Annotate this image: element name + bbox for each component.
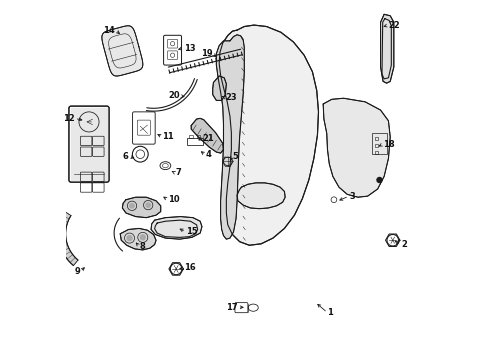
- Text: 12: 12: [63, 114, 74, 123]
- Text: 4: 4: [205, 150, 211, 159]
- Text: 10: 10: [168, 195, 179, 204]
- Text: 6: 6: [122, 152, 128, 161]
- Polygon shape: [191, 118, 223, 153]
- Text: 3: 3: [349, 192, 355, 201]
- Text: 23: 23: [225, 93, 237, 102]
- Polygon shape: [323, 98, 390, 197]
- Circle shape: [127, 235, 132, 240]
- Circle shape: [146, 203, 150, 207]
- Polygon shape: [122, 197, 161, 218]
- Polygon shape: [219, 25, 318, 245]
- Text: 9: 9: [74, 267, 80, 276]
- Text: 19: 19: [201, 49, 213, 58]
- Polygon shape: [216, 35, 245, 239]
- Bar: [196, 135, 200, 138]
- Polygon shape: [381, 14, 394, 83]
- Text: 21: 21: [202, 134, 214, 143]
- Bar: [375, 137, 378, 140]
- Text: 22: 22: [389, 21, 400, 30]
- Bar: [187, 138, 203, 145]
- Text: 16: 16: [184, 264, 196, 273]
- Polygon shape: [102, 26, 143, 76]
- Circle shape: [140, 235, 146, 240]
- Circle shape: [130, 204, 134, 208]
- Bar: [375, 151, 378, 154]
- Text: 15: 15: [186, 228, 197, 237]
- Polygon shape: [151, 217, 202, 239]
- Text: 1: 1: [327, 308, 333, 317]
- Text: 18: 18: [383, 140, 394, 149]
- Text: 11: 11: [163, 132, 174, 141]
- Polygon shape: [213, 76, 226, 100]
- Text: 5: 5: [232, 152, 238, 161]
- Bar: [375, 144, 378, 147]
- Polygon shape: [71, 108, 107, 180]
- Text: 2: 2: [401, 240, 407, 249]
- Polygon shape: [120, 228, 156, 250]
- Text: 7: 7: [175, 168, 181, 177]
- Text: 8: 8: [139, 242, 145, 251]
- Text: 17: 17: [226, 303, 238, 312]
- Polygon shape: [58, 212, 78, 266]
- Circle shape: [377, 177, 382, 183]
- Polygon shape: [237, 183, 285, 209]
- Text: 20: 20: [168, 91, 180, 100]
- Text: 14: 14: [103, 26, 115, 35]
- Text: 13: 13: [184, 44, 196, 53]
- Bar: [190, 135, 193, 138]
